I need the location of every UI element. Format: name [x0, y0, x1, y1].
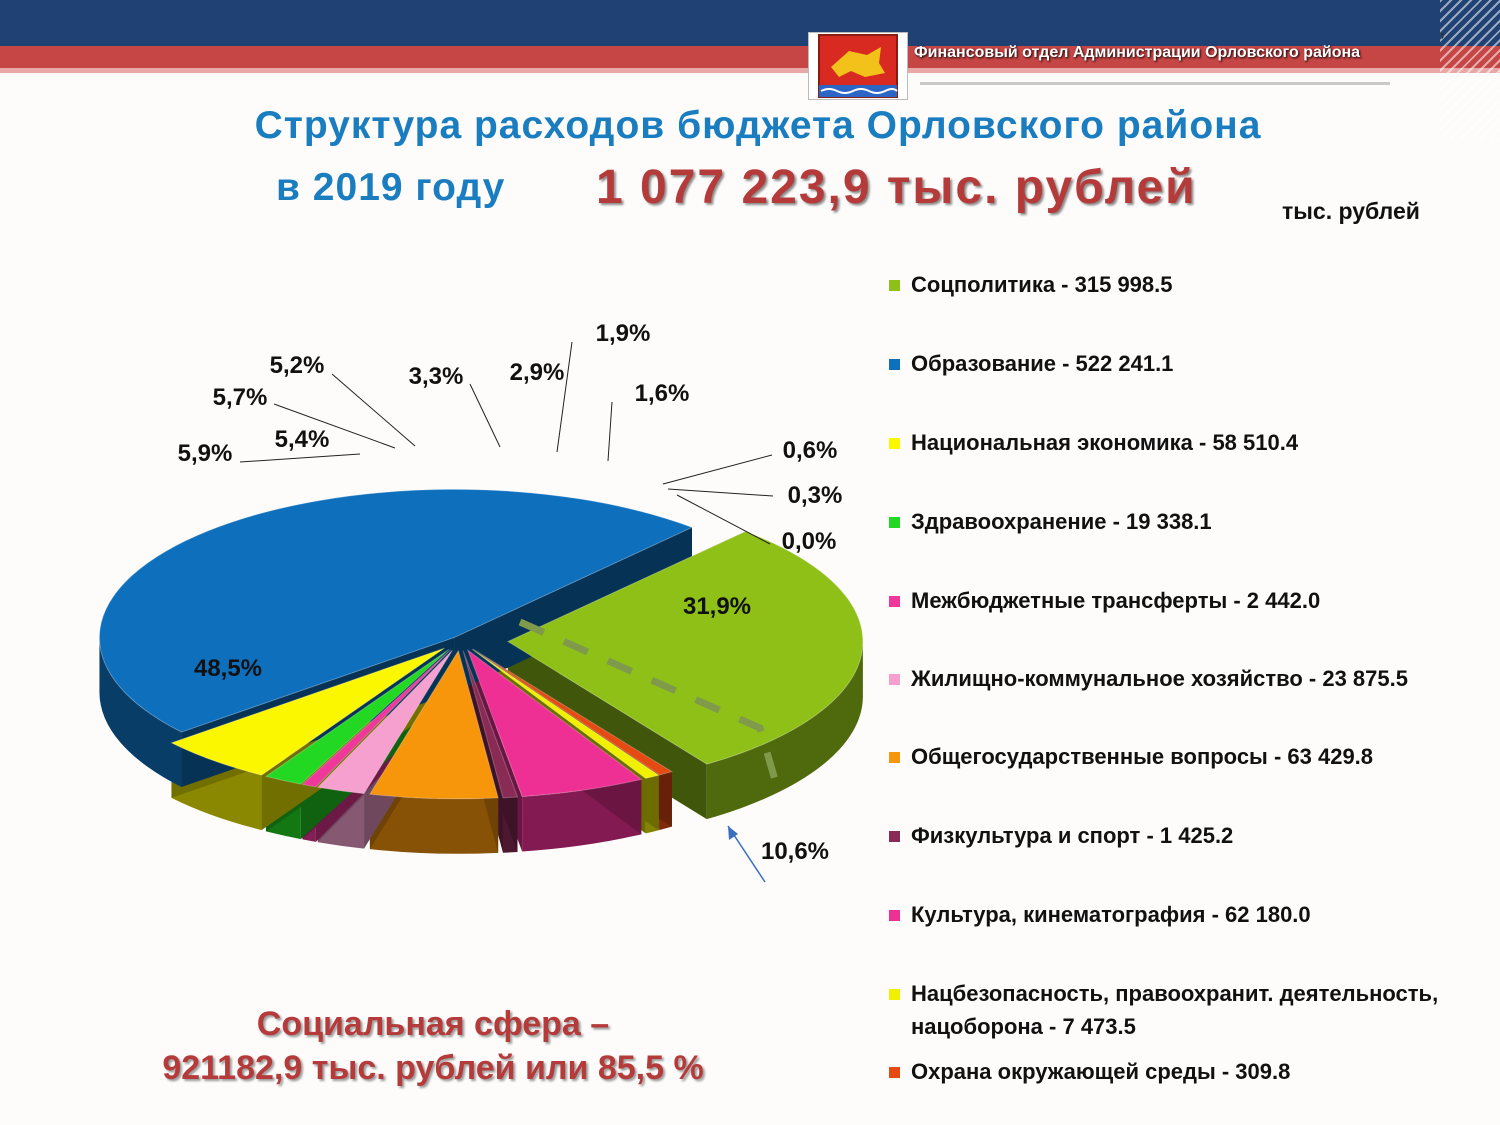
- legend-label: Нацбезопасность, правоохранит. деятельно…: [911, 981, 1439, 1039]
- header-divider: [0, 68, 1500, 73]
- legend-swatch: [889, 359, 900, 370]
- pie-slice: [471, 648, 660, 779]
- pie-percent-label: 1,6%: [635, 380, 690, 407]
- label-leader-line: [676, 494, 771, 545]
- units-label: тыс. рублей: [1282, 198, 1420, 224]
- label-leader-line: [273, 403, 396, 449]
- pie-slice: [170, 647, 445, 776]
- legend-label: Межбюджетные трансферты - 2 442.0: [911, 588, 1321, 613]
- pie-percent-label: 5,9%: [178, 440, 233, 467]
- legend-swatch: [889, 752, 900, 763]
- legend-label: Охрана окружающей среды - 309.8: [911, 1059, 1291, 1084]
- pie-slice-side: [369, 794, 499, 854]
- legend-swatch: [889, 831, 900, 842]
- pie-percent-label: 2,9%: [510, 359, 565, 386]
- header-underline: [920, 82, 1390, 85]
- pie-percent-label: 10,6%: [761, 838, 829, 865]
- legend-label: Национальная экономика - 58 510.4: [911, 430, 1299, 455]
- pie-slice: [316, 649, 453, 795]
- pie-slice-side: [706, 641, 863, 820]
- label-leader-line: [469, 383, 501, 448]
- social-sphere-summary: Социальная сфера – 921182,9 тыс. рублей …: [0, 1002, 866, 1090]
- pie-slice-side: [99, 637, 182, 788]
- pie-percent-label: 5,7%: [213, 384, 268, 411]
- label-leader-line: [667, 488, 774, 497]
- pie-percent-label: 3,3%: [409, 363, 464, 390]
- legend-label: Образование - 522 241.1: [911, 351, 1174, 376]
- corner-hatch: [1440, 0, 1500, 140]
- pie-divider-dashes: [518, 618, 779, 781]
- label-leader-line: [331, 373, 416, 447]
- org-name: Финансовый отдел Администрации Орловског…: [914, 44, 1361, 61]
- summary-line2: 921182,9 тыс. рублей или 85,5 %: [162, 1049, 704, 1087]
- label-leader-line: [607, 401, 613, 462]
- pie-slice-cut: [454, 527, 692, 693]
- legend-swatch: [889, 280, 900, 291]
- pie-percent-label: 5,4%: [275, 426, 330, 453]
- district-emblem-icon: [808, 32, 908, 100]
- legend-swatch: [889, 989, 900, 1000]
- legend-swatch: [889, 1067, 900, 1078]
- legend-label: Общегосударственные вопросы - 63 429.8: [911, 744, 1374, 769]
- label-leader-line: [239, 453, 361, 463]
- legend-swatch: [889, 438, 900, 449]
- pie-slice: [264, 649, 450, 785]
- budget-total: 1 077 223,9 тыс. рублей: [596, 161, 1197, 214]
- pie-percent-label: 0,6%: [783, 437, 838, 464]
- legend-label: Соцполитика - 315 998.5: [911, 272, 1173, 297]
- header-bar: [0, 0, 1500, 46]
- page-title-line2: в 2019 году: [276, 166, 506, 209]
- pie-slice: [472, 648, 674, 776]
- pie-percent-label: 0,0%: [782, 528, 837, 555]
- pie-percent-label: 48,5%: [194, 655, 262, 682]
- callout-arrowhead: [728, 826, 738, 840]
- legend-swatch: [889, 517, 900, 528]
- legend-label: Здравоохранение - 19 338.1: [911, 509, 1212, 534]
- header-comma: ’: [1440, 30, 1446, 50]
- legend-label: Жилищно-коммунальное хозяйство - 23 875.…: [911, 666, 1408, 691]
- pie-slice: [98, 488, 694, 733]
- pie-slice: [462, 650, 519, 799]
- header-red-band: [0, 46, 1500, 68]
- legend-label: Культура, кинематография - 62 180.0: [911, 902, 1311, 927]
- legend-swatch: [889, 910, 900, 921]
- pie-slice: [369, 649, 499, 800]
- pie-percent-label: 0,3%: [788, 482, 843, 509]
- pie-slice: [506, 530, 864, 765]
- label-leader-line: [662, 454, 773, 485]
- summary-line1: Социальная сфера –: [256, 1005, 610, 1043]
- pie-slice: [466, 648, 643, 797]
- page-title-line1: Структура расходов бюджета Орловского ра…: [254, 104, 1262, 147]
- pie-percent-label: 5,2%: [270, 352, 325, 379]
- pie-percent-label: 31,9%: [683, 593, 751, 620]
- label-leader-line: [556, 341, 573, 453]
- legend-label: Физкультура и спорт - 1 425.2: [911, 823, 1234, 848]
- legend-swatch: [889, 596, 900, 607]
- legend-swatch: [889, 674, 900, 685]
- pie-slice: [301, 649, 451, 788]
- pie-percent-label: 1,9%: [596, 320, 651, 347]
